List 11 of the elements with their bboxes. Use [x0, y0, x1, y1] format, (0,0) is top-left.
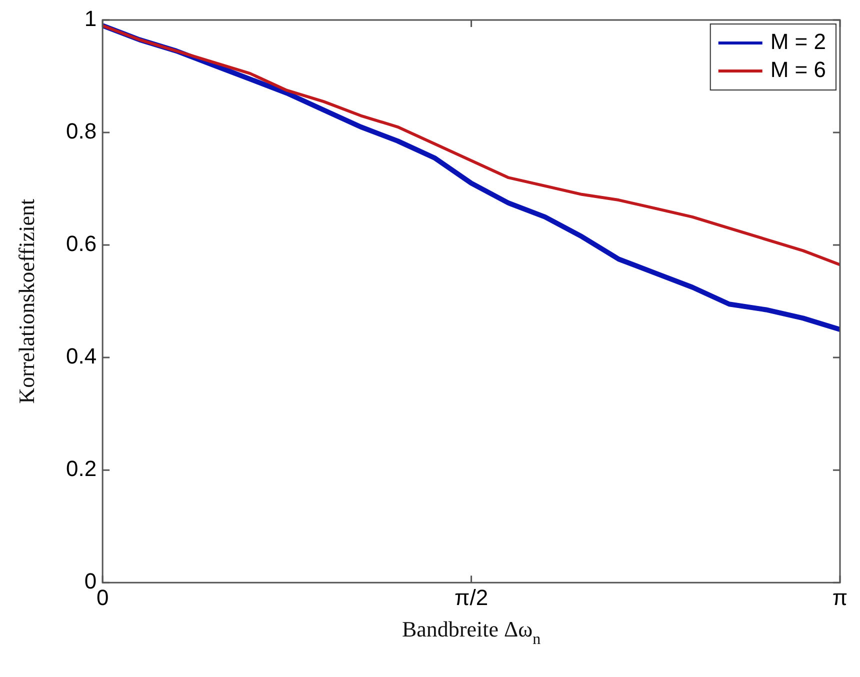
x-tick-label: π	[832, 584, 848, 610]
legend-label: M = 2	[770, 29, 826, 54]
x-tick-label: π/2	[454, 584, 488, 610]
y-tick-label: 0.4	[66, 344, 97, 369]
y-tick-label: 0	[84, 568, 97, 594]
y-tick-label: 0.6	[66, 231, 97, 256]
y-tick-label: 0.8	[66, 118, 97, 144]
y-tick-label: 0.2	[66, 456, 97, 482]
y-tick-label: 1	[84, 6, 97, 32]
legend-label: M = 6	[770, 57, 826, 82]
y-axis-title: Korrelationskoeffizient	[14, 198, 39, 404]
